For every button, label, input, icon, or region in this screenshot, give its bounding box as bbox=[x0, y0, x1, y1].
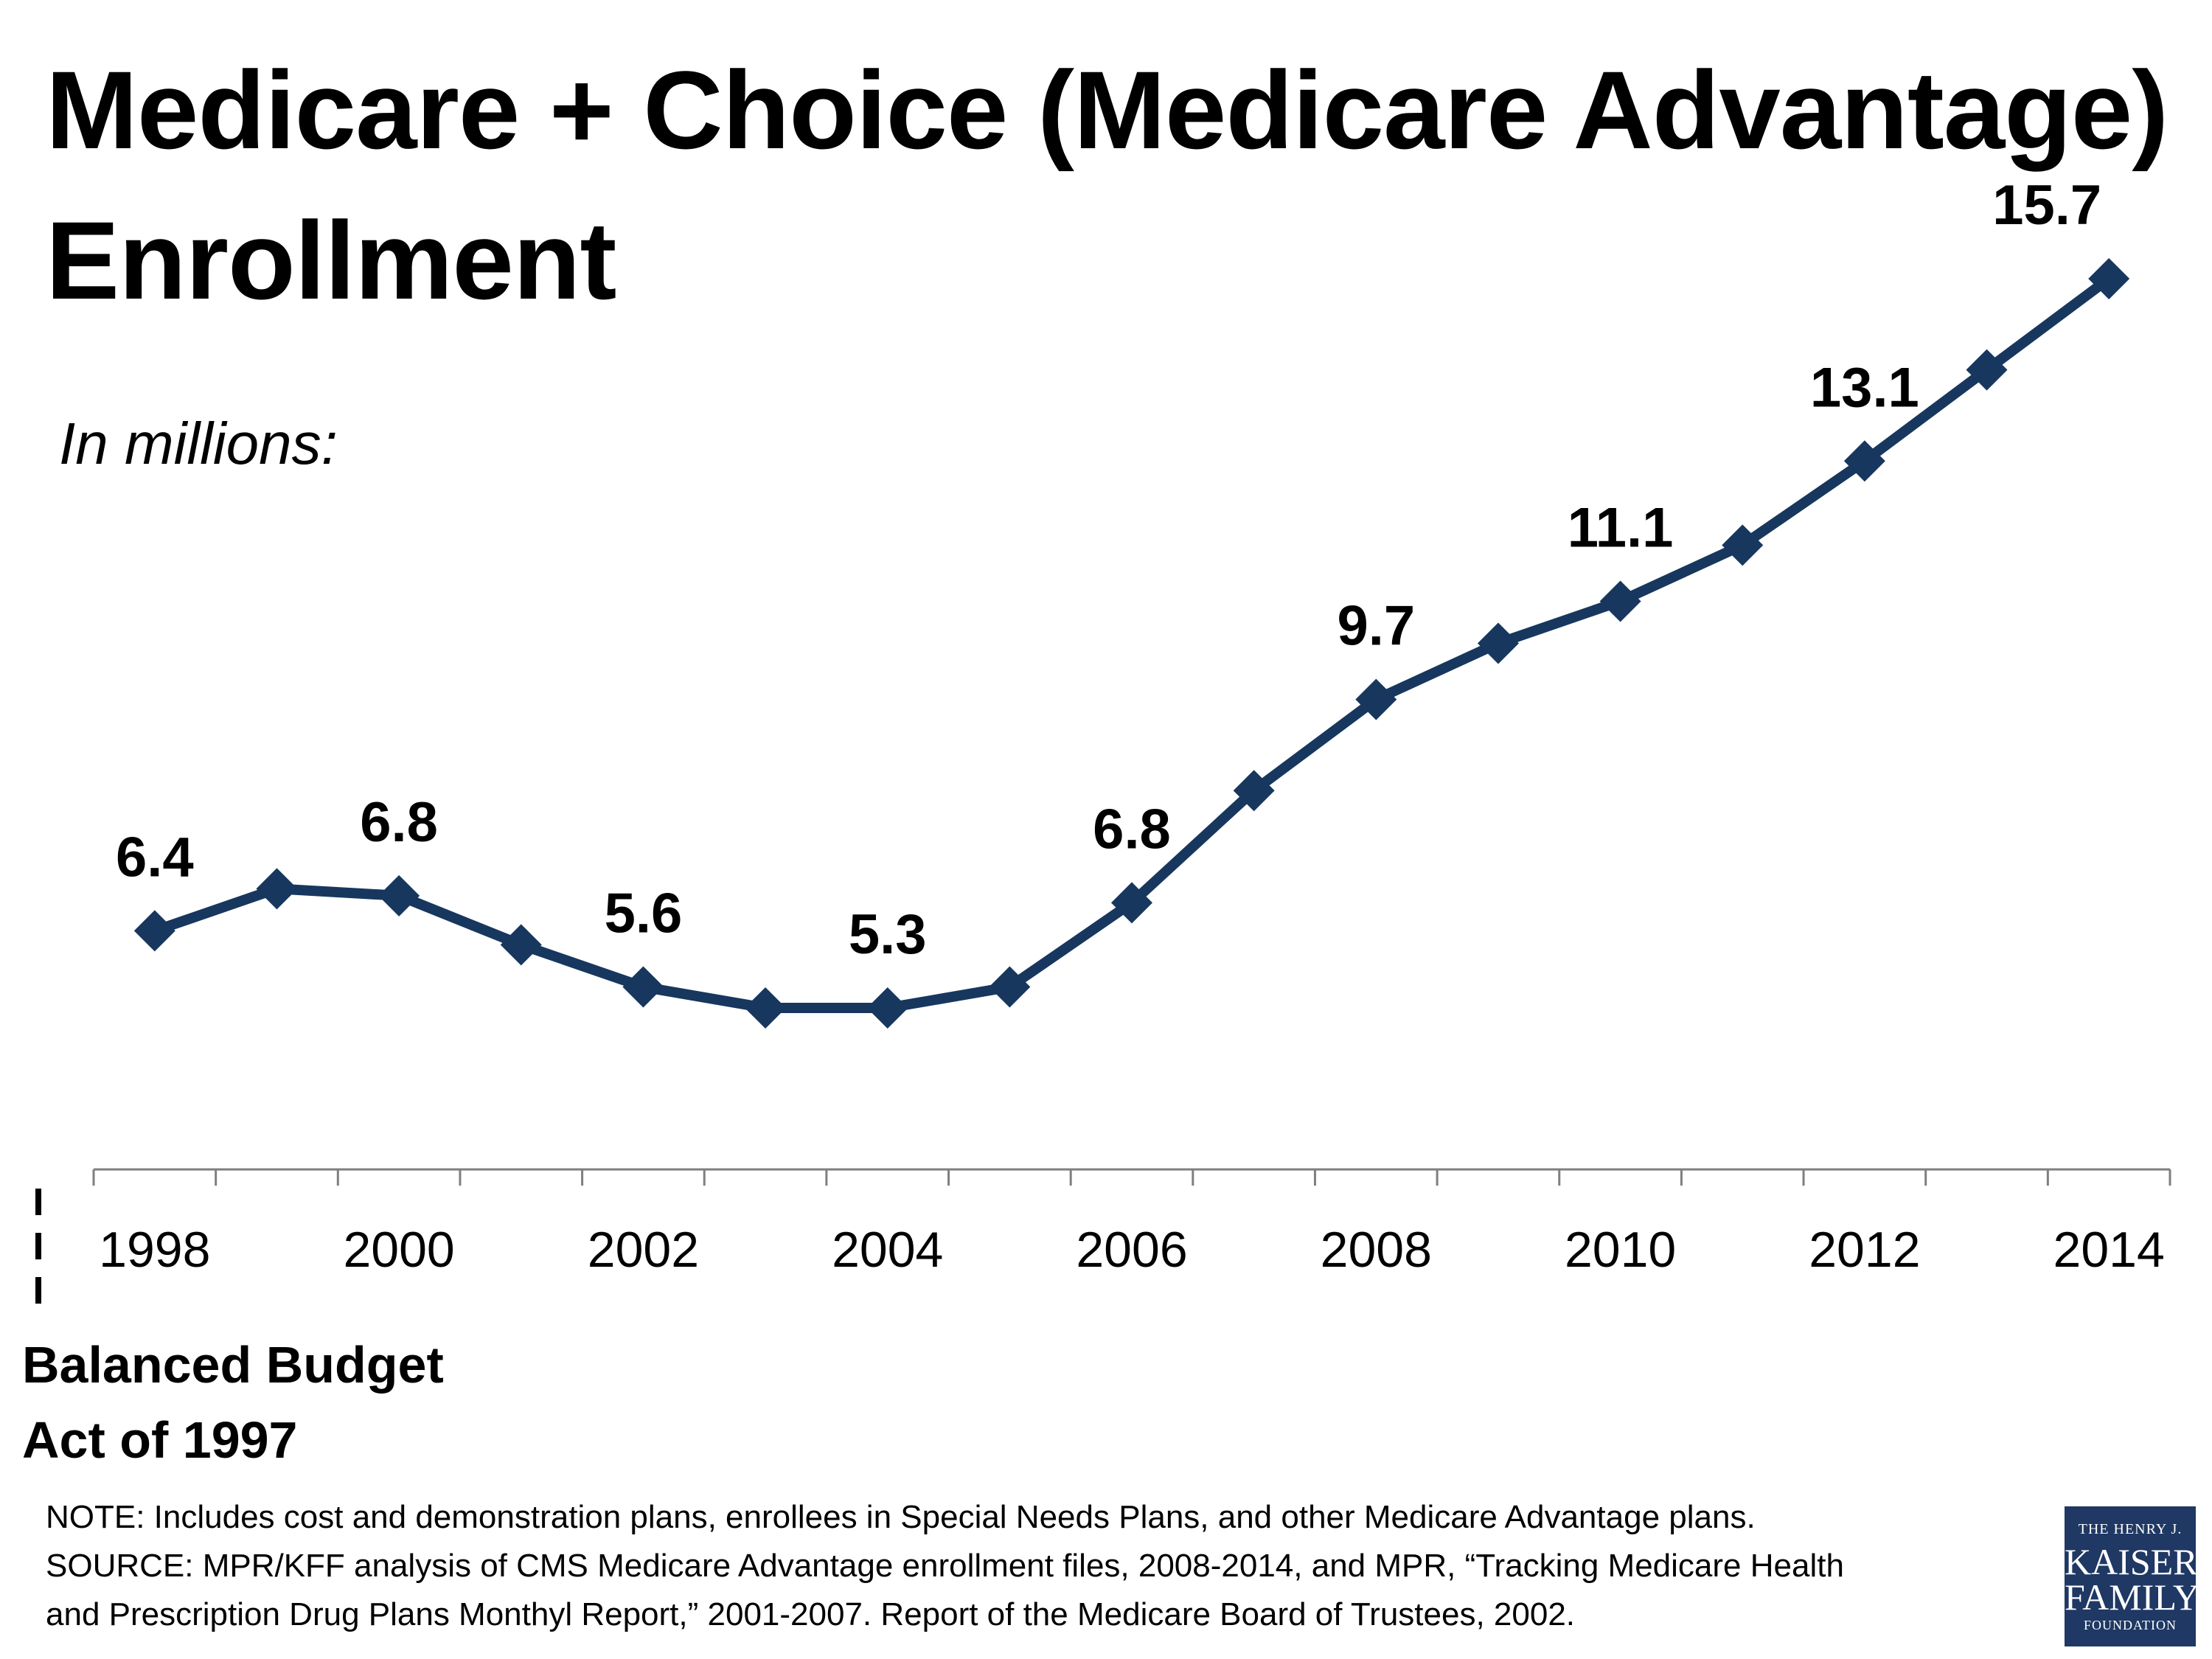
x-tick-label: 2014 bbox=[2053, 1222, 2165, 1278]
data-point-marker bbox=[1722, 524, 1764, 566]
x-tick-label: 2006 bbox=[1076, 1222, 1187, 1278]
x-tick-label: 2012 bbox=[1809, 1222, 1920, 1278]
data-point-marker bbox=[1966, 349, 2008, 391]
x-axis bbox=[92, 1168, 2171, 1186]
tick-label-layer: 1998 2000 2002 2004 2006 2008 2010 2012 2014 bbox=[99, 1222, 2165, 1278]
data-point-marker bbox=[1599, 580, 1641, 622]
annotation-text: Balanced Budget Act of 1997 bbox=[22, 1327, 444, 1478]
data-label: 6.4 bbox=[116, 826, 194, 888]
x-tick-label: 2000 bbox=[343, 1222, 454, 1278]
data-label: 5.6 bbox=[605, 882, 683, 945]
series-marker-layer bbox=[133, 258, 2130, 1029]
annotation-line-1: Balanced Budget bbox=[22, 1336, 444, 1394]
source-line-1: SOURCE: MPR/KFF analysis of CMS Medicare… bbox=[46, 1548, 1844, 1584]
data-label: 15.7 bbox=[1992, 174, 2101, 237]
chart-title-line-2: Enrollment bbox=[46, 198, 616, 322]
logo-line-2: KAISER bbox=[2065, 1541, 2198, 1582]
data-point-marker bbox=[256, 868, 298, 910]
data-point-marker bbox=[378, 874, 420, 917]
data-point-marker bbox=[1477, 622, 1519, 664]
data-point-marker bbox=[1111, 882, 1152, 924]
data-label: 9.7 bbox=[1337, 595, 1415, 658]
data-label: 11.1 bbox=[1568, 496, 1674, 559]
data-point-marker bbox=[622, 966, 664, 1008]
kaiser-family-foundation-logo: THE HENRY J. KAISER FAMILY FOUNDATION bbox=[2065, 1506, 2199, 1646]
data-label: 6.8 bbox=[1093, 798, 1171, 860]
data-label: 6.8 bbox=[360, 791, 438, 854]
data-label-layer: 6.4 6.8 5.6 5.3 6.8 9.7 11.1 13.1 15.7 bbox=[116, 174, 2101, 966]
data-point-marker bbox=[1843, 440, 1885, 482]
x-tick-label: 2002 bbox=[588, 1222, 699, 1278]
chart-title-line-1: Medicare + Choice (Medicare Advantage) bbox=[46, 48, 2168, 172]
data-label: 5.3 bbox=[849, 903, 927, 966]
data-point-marker bbox=[133, 910, 175, 952]
x-tick-label: 2004 bbox=[832, 1222, 943, 1278]
data-label: 13.1 bbox=[1810, 356, 1919, 419]
data-point-marker bbox=[989, 966, 1031, 1008]
x-tick-label: 2008 bbox=[1321, 1222, 1432, 1278]
source-line-2: and Prescription Drug Plans Monthyl Repo… bbox=[46, 1596, 1576, 1632]
x-tick-label: 2010 bbox=[1565, 1222, 1676, 1278]
chart-subtitle: In millions: bbox=[59, 411, 338, 476]
data-point-marker bbox=[866, 987, 908, 1029]
data-point-marker bbox=[500, 924, 542, 966]
data-point-marker bbox=[1355, 678, 1397, 720]
source-notes: NOTE: Includes cost and demonstration pl… bbox=[46, 1493, 1844, 1639]
annotation-line-2: Act of 1997 bbox=[22, 1411, 298, 1469]
logo-line-1: THE HENRY J. bbox=[2078, 1521, 2183, 1537]
logo-line-3: FAMILY bbox=[2065, 1576, 2199, 1618]
logo-line-4: FOUNDATION bbox=[2084, 1618, 2177, 1632]
data-point-marker bbox=[1233, 770, 1275, 812]
data-point-marker bbox=[2088, 258, 2130, 299]
x-tick-label: 1998 bbox=[99, 1222, 210, 1278]
data-point-marker bbox=[745, 987, 787, 1029]
note-line: NOTE: Includes cost and demonstration pl… bbox=[46, 1499, 1756, 1535]
